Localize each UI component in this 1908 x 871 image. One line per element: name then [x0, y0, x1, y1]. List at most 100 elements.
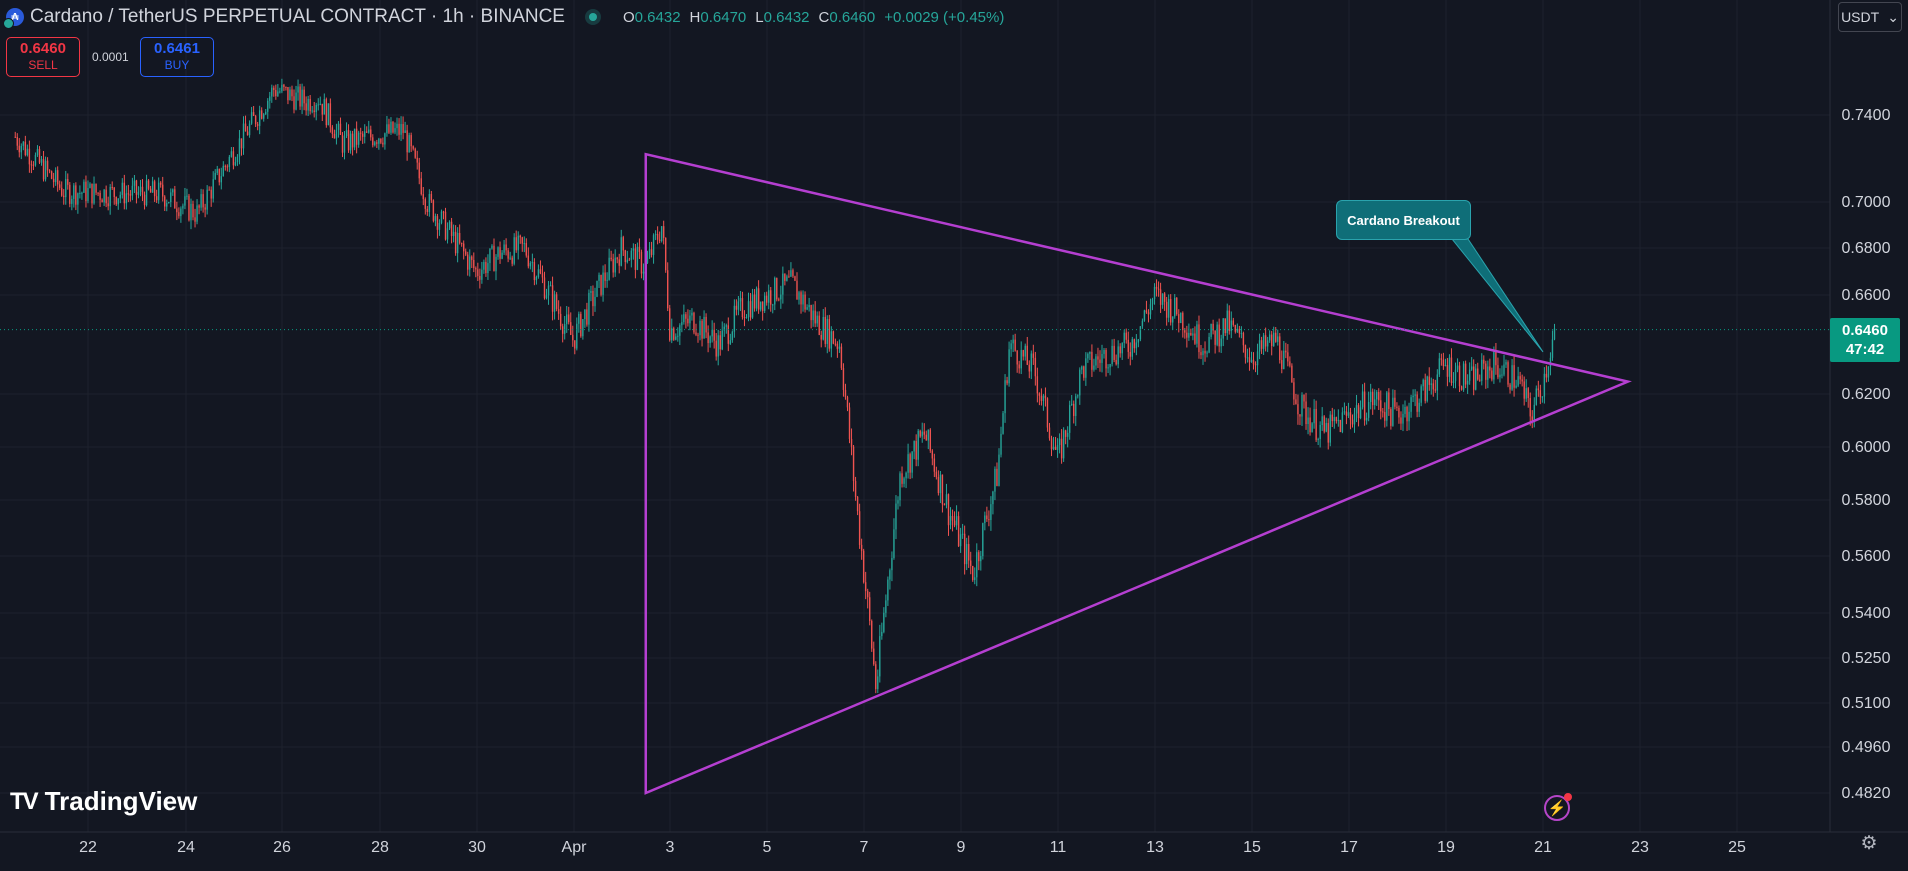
candle-body	[275, 89, 277, 97]
lightning-alert-icon[interactable]: ⚡	[1544, 793, 1572, 821]
candle-body	[224, 165, 227, 167]
candle-body	[1190, 332, 1192, 336]
candle-body	[1489, 366, 1491, 371]
buy-button[interactable]: 0.6461 BUY	[140, 37, 214, 77]
candle-body	[751, 294, 754, 318]
currency-select[interactable]: USDT ⌄	[1838, 2, 1902, 32]
candle-body	[1172, 316, 1174, 323]
time-scale-label: 11	[1050, 839, 1067, 856]
logo-text: TradingView	[44, 786, 198, 816]
candle-body	[172, 189, 174, 193]
candle-body	[679, 325, 681, 336]
candle-body	[1454, 369, 1457, 382]
candle-body	[858, 511, 861, 545]
candle-body	[1129, 351, 1131, 357]
candle-body	[1507, 362, 1509, 385]
candle-body	[176, 208, 178, 213]
candle-body	[1077, 395, 1079, 397]
candle-body	[1503, 364, 1505, 375]
candle-body	[521, 237, 523, 244]
candle-body	[61, 187, 63, 196]
candle-body	[81, 192, 83, 194]
candle-body	[283, 84, 285, 87]
candle-body	[1020, 350, 1022, 369]
candle-body	[127, 193, 130, 195]
gear-icon[interactable]: ⚙	[1860, 832, 1878, 854]
candle-body	[802, 294, 804, 305]
candle-body	[687, 318, 689, 324]
candle-body	[1018, 364, 1020, 369]
tradingview-logo[interactable]: TV TradingView	[10, 786, 197, 817]
candle-body	[1260, 340, 1263, 349]
candle-body	[303, 89, 305, 104]
candle-body	[67, 178, 69, 185]
candle-body	[630, 250, 633, 260]
candle-body	[1273, 332, 1275, 346]
symbol-title[interactable]: Cardano / TetherUS PERPETUAL CONTRACT · …	[30, 6, 565, 27]
candle-body	[1462, 363, 1465, 390]
candle-body	[1398, 407, 1400, 418]
candle-body	[982, 523, 984, 557]
breakout-callout[interactable]: Cardano Breakout	[1336, 200, 1471, 240]
buy-price: 0.6461	[154, 40, 200, 57]
candle-body	[414, 148, 416, 158]
candle-body	[1442, 359, 1445, 367]
candle-body	[1131, 339, 1134, 357]
candle-body	[1157, 288, 1160, 290]
candle-body	[1212, 323, 1214, 331]
ohlc-high-key: H	[689, 8, 701, 26]
candle-body	[279, 91, 281, 93]
candle-body	[1109, 364, 1111, 368]
candle-body	[955, 516, 958, 526]
candle-body	[515, 237, 517, 251]
price-scale-label: 0.5100	[1842, 695, 1891, 712]
time-scale-label: 7	[860, 839, 869, 856]
symbol-header[interactable]: ₳ Cardano / TetherUS PERPETUAL CONTRACT …	[3, 4, 1004, 30]
candle-body	[186, 195, 188, 197]
candle-body	[269, 96, 271, 101]
candle-body	[602, 272, 604, 295]
candle-body	[965, 543, 968, 565]
candle-body	[963, 533, 966, 565]
candle-body	[1523, 381, 1525, 399]
candle-body	[1497, 365, 1499, 378]
candle-body	[1477, 368, 1479, 380]
candle-body	[806, 307, 808, 310]
candle-body	[1192, 333, 1194, 336]
time-scale-label: 15	[1243, 839, 1261, 856]
candle-body	[1268, 334, 1271, 341]
candle-body	[873, 648, 875, 665]
candle-body	[54, 170, 57, 183]
candle-body	[784, 273, 786, 281]
price-scale-label: 0.4820	[1842, 785, 1891, 802]
candle-body	[830, 331, 833, 349]
candle-body	[507, 250, 509, 259]
candle-body	[1034, 357, 1037, 377]
candle-body	[184, 196, 186, 206]
candle-body	[194, 217, 196, 222]
candle-body	[943, 504, 946, 506]
candle-body	[317, 104, 319, 106]
candle-body	[1117, 346, 1119, 365]
candle-body	[1361, 391, 1364, 408]
candle-body	[1194, 333, 1196, 344]
candle-body	[1281, 360, 1283, 369]
candle-body	[40, 159, 43, 163]
candle-body	[622, 237, 624, 251]
candle-body	[1468, 369, 1471, 381]
candle-body	[747, 301, 750, 318]
candle-body	[1446, 365, 1449, 377]
candle-body	[1386, 392, 1388, 421]
candle-body	[382, 142, 384, 145]
sell-button[interactable]: 0.6460 SELL	[6, 37, 80, 77]
candle-body	[1410, 397, 1412, 412]
candle-body	[1543, 373, 1546, 397]
candle-body	[1075, 396, 1077, 416]
candle-body	[761, 301, 764, 311]
spread-value: 0.0001	[92, 50, 129, 64]
candle-body	[725, 325, 727, 327]
price-scale-label: 0.6000	[1842, 439, 1891, 456]
candle-body	[788, 276, 790, 278]
candle-body	[1042, 395, 1045, 401]
